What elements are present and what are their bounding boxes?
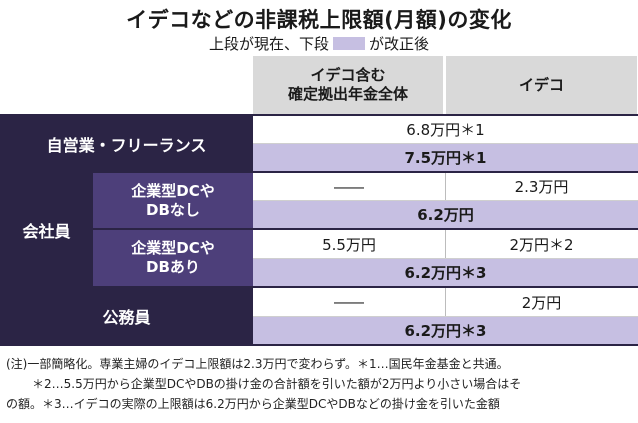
with-dc-divider [445,230,446,258]
subtitle-before: 上段が現在、下段 [208,35,329,53]
with-dc-current-total: 5.5万円 [253,230,445,258]
no-dc-inner-line [253,200,638,201]
row-header-employee: 会社員 [0,173,93,286]
footnotes: (注)一部簡略化。専業主婦のイデコ上限額は2.3万円で変わらず。＊1…国民年金基… [6,354,634,414]
row-subheader-with-dc: 企業型DCや DBあり [93,230,253,286]
civil-servant-current-total: ―― [253,288,445,316]
with-dc-current-ideco: 2万円＊2 [445,230,638,258]
no-dc-current-ideco: 2.3万円 [445,173,638,200]
sub-no-dc-line1: 企業型DCや [131,181,215,200]
employee-sub-separator [93,228,638,230]
revised-color-swatch [333,37,365,50]
chart-title: イデコなどの非課税上限額(月額)の変化 [126,8,512,32]
no-dc-current-total: ―― [253,173,445,200]
civil-servant-divider [445,288,446,316]
column-header-total: イデコ含む 確定拠出年金全体 [253,56,443,114]
civil-servant-inner-line [253,316,638,317]
bottom-rule [0,344,638,346]
header-separator-rule [0,114,638,116]
no-dc-divider [445,173,446,200]
civil-servant-current-ideco: 2万円 [445,288,638,316]
sub-dc-line2: DBあり [146,258,200,276]
with-dc-revised: 6.2万円＊3 [253,258,638,286]
row-separator-rule-2 [0,286,638,288]
self-employed-current: 6.8万円＊1 [253,116,638,143]
footnote-line-1: (注)一部簡略化。専業主婦のイデコ上限額は2.3万円で変わらず。＊1…国民年金基… [6,357,509,371]
column-header-ideco-label: イデコ [518,75,564,94]
column-header-ideco: イデコ [446,56,637,114]
with-dc-inner-line [253,258,638,259]
column-header-total-line2: 確定拠出年金全体 [287,85,408,103]
row-header-self-employed: 自営業・フリーランス [0,116,253,171]
footnote-line-2: ＊2…5.5万円から企業型DCやDBの掛け金の合計額を引いた額が2万円より小さい… [32,377,522,391]
no-dc-revised: 6.2万円 [253,200,638,228]
chart-subtitle: 上段が現在、下段 が改正後 [0,33,638,54]
sub-dc-line1: 企業型DCや [131,239,215,257]
row-header-civil-servant: 公務員 [0,288,253,344]
footnote-line-3: の額。＊3…イデコの実際の上限額は6.2万円から企業型DCやDBなどの掛け金を引… [6,397,500,411]
column-header-total-line1: イデコ含む [310,66,386,84]
row-separator-rule-1 [0,171,638,173]
civil-servant-revised: 6.2万円＊3 [253,316,638,344]
row-subheader-no-dc: 企業型DCや DBなし [93,173,253,228]
subtitle-after: が改正後 [369,35,430,53]
self-employed-inner-line [253,143,638,144]
sub-no-dc-line2: DBなし [146,200,200,219]
self-employed-revised: 7.5万円＊1 [253,143,638,171]
